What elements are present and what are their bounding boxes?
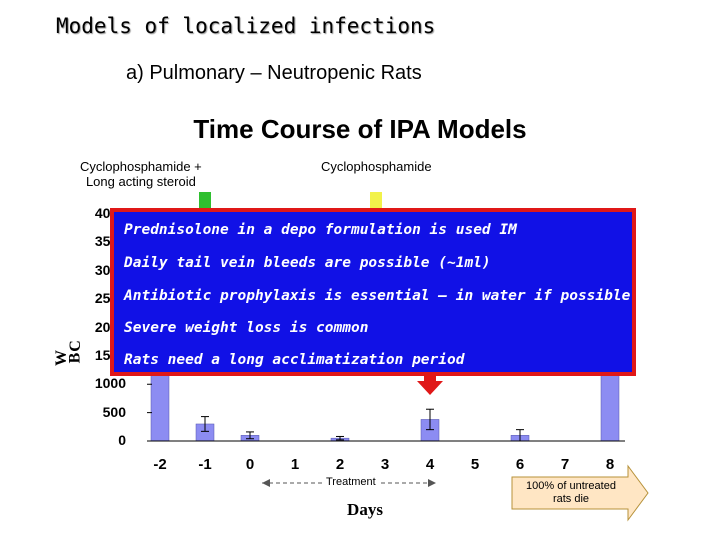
- treatment-arrow-right-head: [428, 479, 436, 487]
- x-tick-label: 2: [335, 456, 345, 473]
- annotation-cyclo-steroid-line1: Cyclophosphamide +: [80, 159, 202, 174]
- notes-overlay: Prednisolone in a depo formulation is us…: [110, 208, 636, 376]
- annotation-cyclo-steroid-line2: Long acting steroid: [85, 174, 196, 189]
- y-tick-label: 0: [118, 432, 126, 448]
- note-line-3: Antibiotic prophylaxis is essential – in…: [124, 288, 631, 304]
- x-tick-label: 1: [290, 456, 300, 473]
- x-tick-label: 8: [605, 456, 615, 473]
- red-arrow-shaft: [424, 372, 436, 382]
- x-tick-label: 4: [425, 456, 435, 473]
- y-tick-label: 500: [102, 403, 126, 420]
- y-tick-label: 1000: [94, 375, 126, 392]
- x-tick-label: 6: [515, 456, 525, 473]
- y-axis-label-b: B: [66, 352, 84, 364]
- treatment-label: Treatment: [324, 476, 378, 488]
- x-tick-label: 3: [380, 456, 390, 473]
- slide-subtitle: a) Pulmonary – Neutropenic Rats: [126, 62, 422, 84]
- death-note-line2: rats die: [552, 493, 590, 505]
- x-tick-label: 0: [245, 456, 255, 473]
- note-line-1: Prednisolone in a depo formulation is us…: [124, 222, 517, 238]
- slide-title: Models of localized infections: [56, 14, 436, 38]
- death-arrow-box: [511, 464, 649, 522]
- note-line-5: Rats need a long acclimatization period: [124, 352, 465, 368]
- y-axis-label-c: C: [66, 340, 84, 352]
- x-tick-label: -1: [198, 456, 212, 473]
- annotation-cyclo: Cyclophosphamide: [321, 159, 432, 174]
- x-axis-label: Days: [347, 500, 383, 519]
- death-note: 100% of untreated rats die: [514, 480, 628, 506]
- red-arrow-head: [417, 381, 443, 395]
- annotation-cyclo-steroid: Cyclophosphamide + Long acting steroid: [80, 159, 202, 189]
- x-tick-label: -2: [153, 456, 167, 473]
- note-line-4: Severe weight loss is common: [124, 320, 369, 336]
- x-tick-label: 7: [560, 456, 570, 473]
- chart-title: Time Course of IPA Models: [193, 114, 527, 144]
- x-tick-label: 5: [470, 456, 480, 473]
- death-note-line1: 100% of untreated: [526, 480, 616, 492]
- note-line-2: Daily tail vein bleeds are possible (~1m…: [124, 255, 491, 271]
- treatment-arrow-left-head: [262, 479, 270, 487]
